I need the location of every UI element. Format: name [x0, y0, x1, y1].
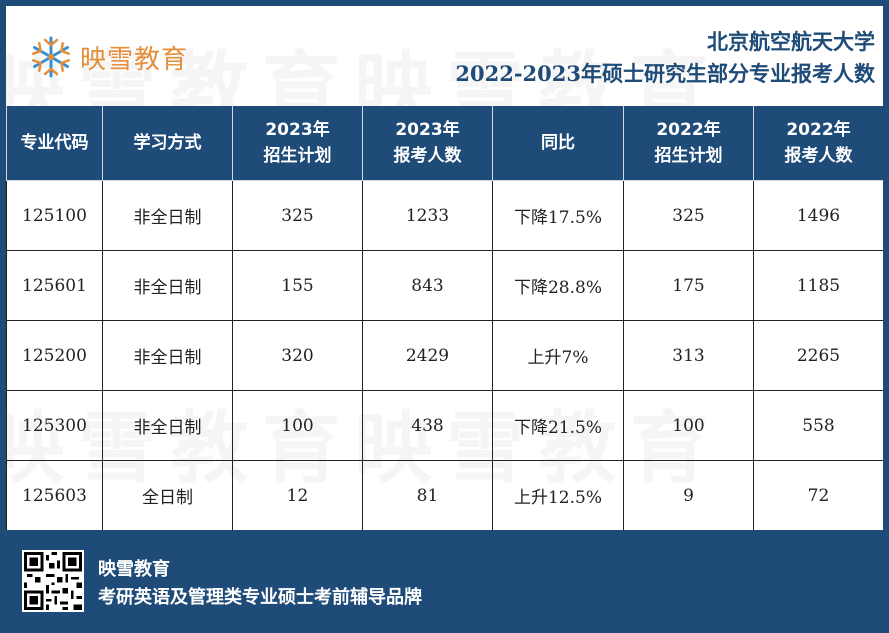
column-header: 学习方式	[102, 106, 233, 181]
table-cell: 81	[362, 460, 493, 530]
column-header-line1: 2022年	[786, 120, 851, 140]
snowflake-logo-icon	[32, 36, 70, 78]
table-cell: 上升7%	[492, 320, 624, 391]
table-cell: 100	[623, 390, 754, 461]
table-cell: 100	[232, 390, 363, 461]
table-row: 125300 非全日制 100 438 下降21.5% 100 558	[6, 390, 883, 461]
column-header-line1: 专业代码	[20, 133, 89, 153]
content-card: 映雪教育映雪教育 映雪教育映雪教育 映	[6, 6, 883, 530]
table-cell: 12	[232, 460, 363, 530]
title-university: 北京航空航天大学	[707, 29, 875, 54]
table-cell: 非全日制	[102, 250, 233, 321]
table-cell: 558	[753, 390, 883, 461]
qr-code-icon	[22, 550, 84, 612]
table-cell: 1496	[753, 180, 883, 251]
table-cell: 125601	[6, 250, 103, 321]
footer-slogan: 考研英语及管理类专业硕士考前辅导品牌	[98, 587, 422, 608]
column-header: 2023年招生计划	[232, 106, 363, 181]
logo-text: 映雪教育	[80, 44, 189, 75]
column-header-line2: 招生计划	[263, 146, 332, 166]
footer-text: 映雪教育 考研英语及管理类专业硕士考前辅导品牌	[98, 556, 422, 612]
table-header-row: 专业代码 学习方式 2023年招生计划 2023年报考人数 同比 2022年招生…	[6, 106, 883, 181]
table-cell: 155	[232, 250, 363, 321]
table-cell: 2429	[362, 320, 493, 391]
column-header-line1: 2022年	[656, 120, 721, 140]
column-header-line2: 招生计划	[654, 146, 723, 166]
page-title: 北京航空航天大学 2022-2023年硕士研究生部分专业报考人数	[455, 26, 875, 90]
footer-brand: 映雪教育	[98, 559, 170, 580]
data-table: 专业代码 学习方式 2023年招生计划 2023年报考人数 同比 2022年招生…	[6, 106, 883, 530]
table-cell: 非全日制	[102, 320, 233, 391]
column-header-line1: 同比	[541, 133, 575, 153]
table-row: 125601 非全日制 155 843 下降28.8% 175 1185	[6, 250, 883, 321]
table-cell: 全日制	[102, 460, 233, 530]
title-subject: 2022-2023年硕士研究生部分专业报考人数	[455, 61, 875, 86]
table-cell: 313	[623, 320, 754, 391]
table-cell: 下降21.5%	[492, 390, 624, 461]
table-cell: 320	[232, 320, 363, 391]
table-cell: 125100	[6, 180, 103, 251]
column-header: 专业代码	[6, 106, 103, 181]
footer: 映雪教育 考研英语及管理类专业硕士考前辅导品牌	[0, 530, 889, 633]
column-header: 2022年报考人数	[753, 106, 883, 181]
table-cell: 上升12.5%	[492, 460, 624, 530]
table-cell: 1185	[753, 250, 883, 321]
column-header: 2022年招生计划	[623, 106, 754, 181]
table-cell: 72	[753, 460, 883, 530]
table-cell: 125200	[6, 320, 103, 391]
column-header-line1: 2023年	[395, 120, 460, 140]
column-header-line1: 学习方式	[133, 133, 202, 153]
column-header-line1: 2023年	[265, 120, 330, 140]
table-cell: 非全日制	[102, 180, 233, 251]
table-cell: 843	[362, 250, 493, 321]
table-cell: 175	[623, 250, 754, 321]
table-cell: 125300	[6, 390, 103, 461]
table-cell: 非全日制	[102, 390, 233, 461]
table-cell: 下降28.8%	[492, 250, 624, 321]
table-cell: 下降17.5%	[492, 180, 624, 251]
table-row: 125200 非全日制 320 2429 上升7% 313 2265	[6, 320, 883, 391]
table-cell: 325	[623, 180, 754, 251]
table-row: 125100 非全日制 325 1233 下降17.5% 325 1496	[6, 180, 883, 251]
table-cell: 2265	[753, 320, 883, 391]
table-cell: 1233	[362, 180, 493, 251]
column-header: 同比	[492, 106, 624, 181]
column-header-line2: 报考人数	[784, 146, 853, 166]
column-header: 2023年报考人数	[362, 106, 493, 181]
header: 映雪教育 北京航空航天大学 2022-2023年硕士研究生部分专业报考人数	[6, 6, 883, 106]
logo: 映雪教育	[28, 34, 188, 80]
table-cell: 9	[623, 460, 754, 530]
table-cell: 325	[232, 180, 363, 251]
column-header-line2: 报考人数	[393, 146, 462, 166]
table-cell: 125603	[6, 460, 103, 530]
table-row: 125603 全日制 12 81 上升12.5% 9 72	[6, 460, 883, 530]
table-cell: 438	[362, 390, 493, 461]
